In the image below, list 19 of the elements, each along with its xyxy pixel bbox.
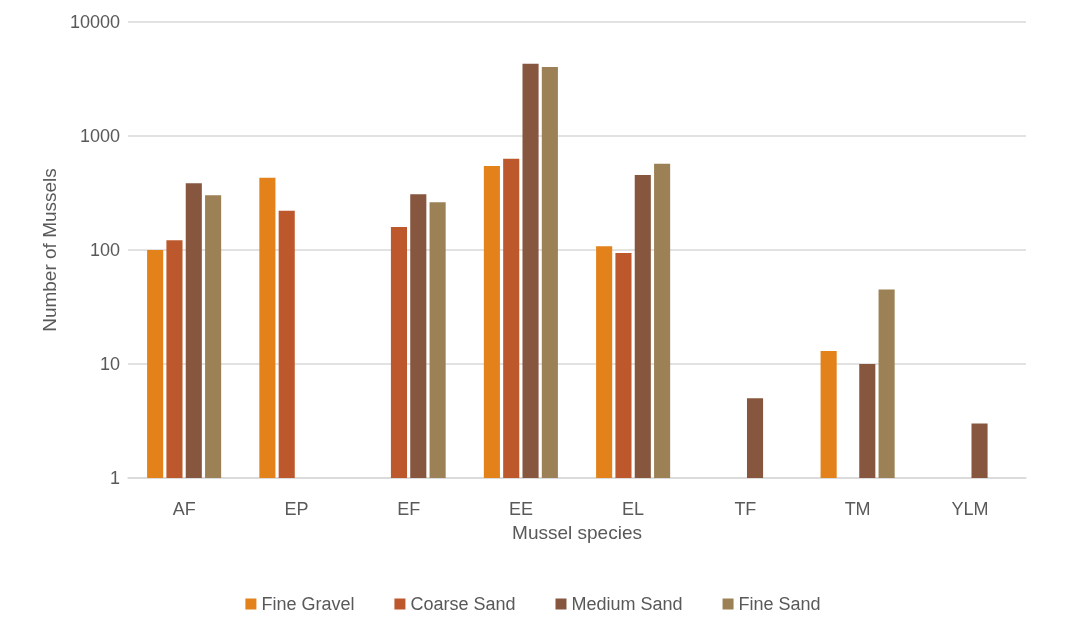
- legend-label: Fine Sand: [738, 594, 821, 614]
- x-tick-label: TF: [734, 499, 757, 519]
- y-axis-title: Number of Mussels: [39, 168, 61, 332]
- x-tick-label: EF: [397, 499, 421, 519]
- y-tick-label: 1000: [79, 126, 120, 146]
- x-tick-label: EP: [284, 499, 309, 519]
- legend-label: Coarse Sand: [410, 594, 516, 614]
- x-tick-label: TM: [844, 499, 871, 519]
- x-tick-label: AF: [172, 499, 196, 519]
- legend-label: Fine Gravel: [261, 594, 355, 614]
- x-axis-title: Mussel species: [512, 521, 642, 543]
- y-tick-label: 10: [99, 354, 120, 374]
- legend-label: Medium Sand: [571, 594, 683, 614]
- y-tick-label: 10000: [69, 12, 120, 32]
- x-tick-label: EL: [622, 499, 645, 519]
- y-tick-label: 1: [109, 468, 120, 488]
- x-tick-label: EE: [508, 499, 533, 519]
- x-tick-label: YLM: [951, 499, 989, 519]
- y-tick-label: 100: [89, 240, 120, 260]
